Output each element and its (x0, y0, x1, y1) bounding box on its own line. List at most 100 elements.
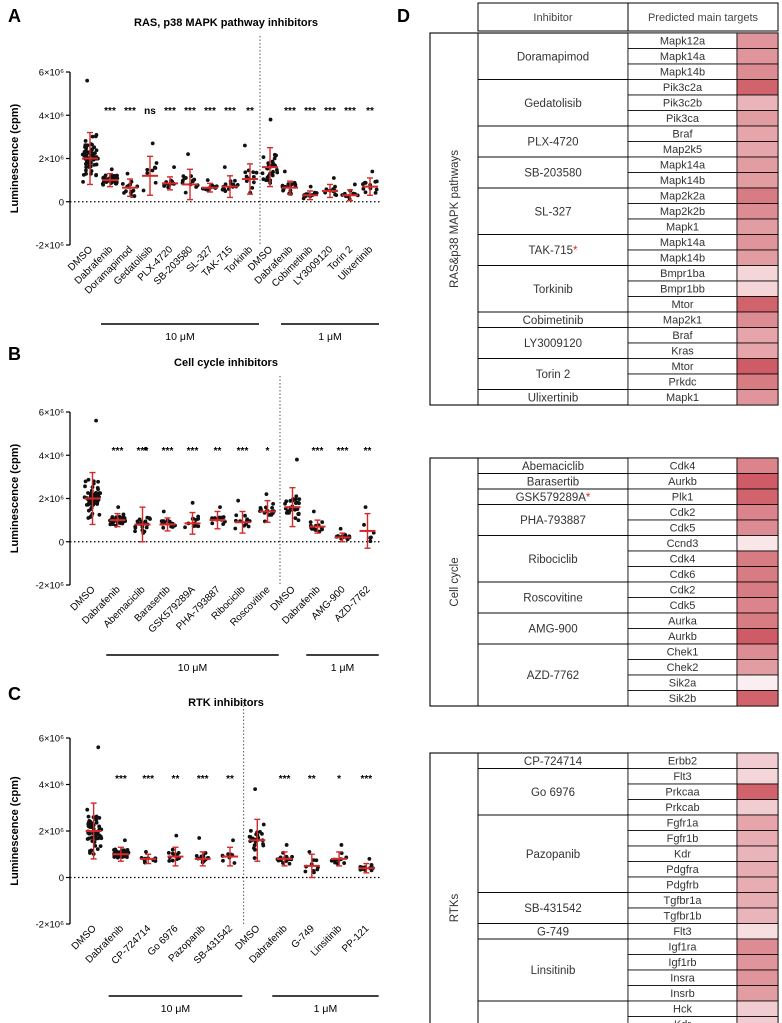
inhibitor-name: AMG-900 (528, 624, 577, 636)
data-point (120, 181, 125, 186)
data-point (311, 509, 316, 514)
inhibitor-name: PHA-793887 (520, 515, 586, 527)
y-tick-label: 6×10⁶ (39, 68, 64, 79)
data-point (186, 152, 190, 157)
heat-cell (736, 1000, 779, 1017)
data-point (86, 491, 90, 495)
inhibitor-name-text: SB-431542 (524, 903, 582, 915)
header-targets: Predicted main targets (648, 12, 759, 24)
data-point (101, 182, 106, 187)
data-point (343, 533, 348, 537)
inhibitor-row: Go 6976 Flt3 Prkcaa Prkcab (477, 768, 779, 816)
data-point (374, 187, 379, 192)
data-point (94, 133, 99, 137)
heat-cell (736, 674, 779, 691)
category-0: DMSO (69, 418, 103, 613)
heat-cell (736, 32, 779, 49)
heat-cell (736, 79, 779, 96)
data-point (98, 491, 103, 496)
inhibitor-row: TAK-715* Mapk14a Mapk14b (477, 234, 779, 266)
data-point (183, 525, 187, 530)
heat-cell (736, 985, 779, 1002)
data-point (114, 180, 119, 185)
data-point (288, 498, 293, 503)
data-point (271, 162, 276, 166)
inhibitor-name: Torin 2 (536, 369, 571, 381)
heat-cell (736, 643, 779, 660)
data-point (132, 194, 137, 198)
target-name: Aurkb (668, 631, 697, 643)
data-point (369, 535, 373, 540)
data-point (270, 505, 274, 510)
data-point (296, 501, 301, 505)
inhibitor-name: SB-203580 (524, 168, 582, 180)
significance-label: *** (337, 446, 349, 457)
inhibitor-row: Gedatolisib Pik3c2a Pik3c2b Pik3ca (477, 79, 779, 127)
inhibitor-row: SB-431542 Tgfbr1a Tgfbr1b (477, 892, 779, 924)
heat-cell (736, 234, 779, 251)
heat-cell (736, 783, 779, 800)
significance-label: *** (142, 774, 154, 785)
data-point (183, 190, 188, 195)
inhibitor-name-text: G-749 (537, 926, 569, 938)
data-point (83, 143, 88, 148)
data-point (308, 184, 313, 189)
significance-label: *** (124, 106, 136, 117)
data-point (234, 513, 239, 518)
heat-cell (736, 566, 779, 583)
y-axis-title: Luminescence (cpm) (9, 776, 21, 886)
significance-label: *** (324, 106, 336, 117)
data-point (133, 524, 138, 529)
inhibitor-row: Linsitinib Igf1ra Igf1rb Insra Insrb (477, 938, 779, 1002)
heat-cell (736, 342, 779, 359)
data-point (103, 173, 108, 178)
data-point (194, 854, 199, 858)
heat-cell (736, 373, 779, 390)
heat-cell (736, 389, 779, 406)
data-point (253, 847, 257, 852)
data-point (287, 510, 291, 515)
data-point (361, 182, 365, 187)
y-axis-title: Luminescence (cpm) (9, 103, 21, 213)
data-point (83, 484, 87, 489)
data-point (121, 512, 126, 517)
inhibitor-row: Barasertib Aurkb (477, 473, 779, 490)
data-point (86, 820, 91, 825)
data-point (252, 843, 257, 848)
data-point (296, 512, 301, 516)
data-point (368, 539, 373, 544)
data-point (84, 168, 88, 173)
data-point (320, 520, 325, 525)
inhibitor-name-text: Gedatolisib (524, 98, 582, 110)
data-point (94, 817, 99, 822)
heat-cell (736, 280, 779, 297)
category-8: **G-749 (290, 774, 320, 951)
inhibitor-name: Torkinib (533, 284, 573, 296)
category-8: DMSO (269, 457, 302, 613)
y-tick-label: 0 (59, 873, 64, 884)
data-point (191, 178, 195, 183)
data-point (97, 824, 102, 829)
data-point (243, 513, 247, 518)
target-name: Cdk6 (670, 569, 696, 581)
inhibitor-row: PHA-793887 Cdk2 Cdk5 (477, 504, 779, 536)
data-point (150, 168, 155, 173)
inhibitor-name-text: Linsitinib (531, 965, 576, 977)
target-name: Map2k2b (660, 206, 705, 218)
data-point (259, 507, 263, 512)
panel-a: A RAS, p38 MAPK pathway inhibitors -2×10⁶ 0… (8, 6, 382, 343)
y-tick-label: 4×10⁶ (39, 111, 64, 122)
data-point (218, 505, 222, 510)
data-point (122, 190, 126, 195)
data-point (98, 844, 103, 849)
data-point (94, 418, 98, 423)
inhibitor-row: Doramapimod Mapk12a Mapk14a Mapk14b (477, 32, 779, 80)
x-tick-label: Linsitinib (309, 923, 345, 959)
heat-cell (736, 141, 779, 158)
data-point (94, 172, 99, 177)
data-point (109, 167, 114, 172)
target-name: Bmpr1ba (660, 268, 706, 280)
data-point (251, 180, 256, 185)
target-name: Mapk14a (660, 160, 706, 172)
data-point (93, 834, 98, 839)
